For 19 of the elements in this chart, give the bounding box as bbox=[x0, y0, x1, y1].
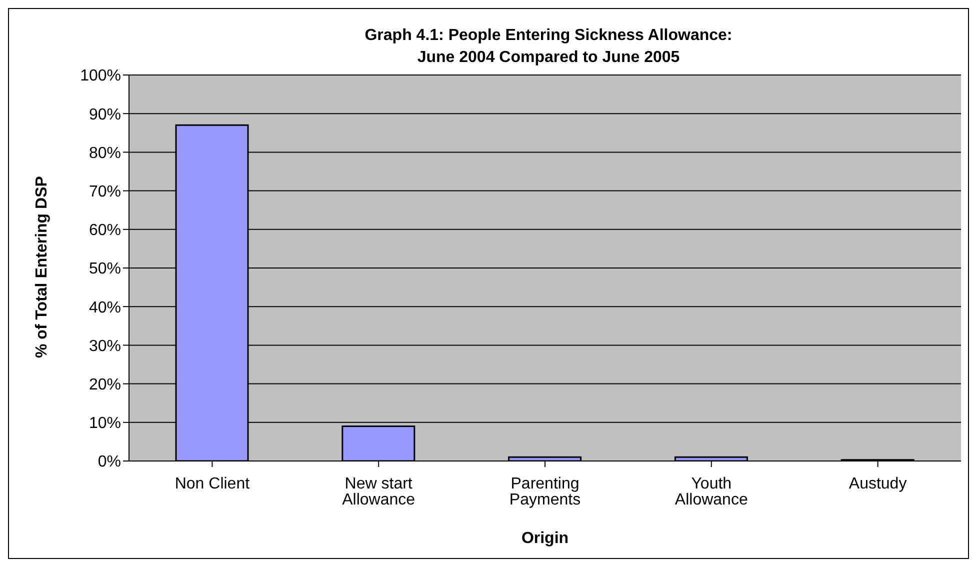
x-tick-label: Non Client bbox=[174, 475, 250, 492]
y-axis-title: % of Total Entering DSP bbox=[34, 176, 51, 358]
y-tick-label: 80% bbox=[88, 144, 121, 162]
x-tick-label: Youth Allowance bbox=[674, 475, 748, 508]
y-tick-label: 10% bbox=[88, 415, 121, 432]
y-tick-label: 0% bbox=[98, 454, 121, 471]
y-tick-label: 50% bbox=[88, 260, 121, 278]
x-tick-label: Parenting Payments bbox=[509, 475, 581, 508]
y-tick-label: 100% bbox=[80, 68, 121, 85]
x-axis-title: Origin bbox=[521, 530, 569, 547]
y-tick-label: 70% bbox=[88, 183, 121, 200]
y-tick-label: 20% bbox=[88, 376, 121, 394]
x-tick-label: Austudy bbox=[848, 475, 907, 492]
chart-title: Graph 4.1: People Entering Sickness Allowance: June 2004 Compared to June 2005 bbox=[364, 26, 734, 68]
y-tick-label: 30% bbox=[88, 338, 121, 355]
y-tick-label: 90% bbox=[88, 106, 121, 124]
y-tick-label: 40% bbox=[88, 299, 121, 316]
x-tick-label: New start Allowance bbox=[342, 475, 416, 508]
y-tick-label: 60% bbox=[88, 222, 121, 240]
